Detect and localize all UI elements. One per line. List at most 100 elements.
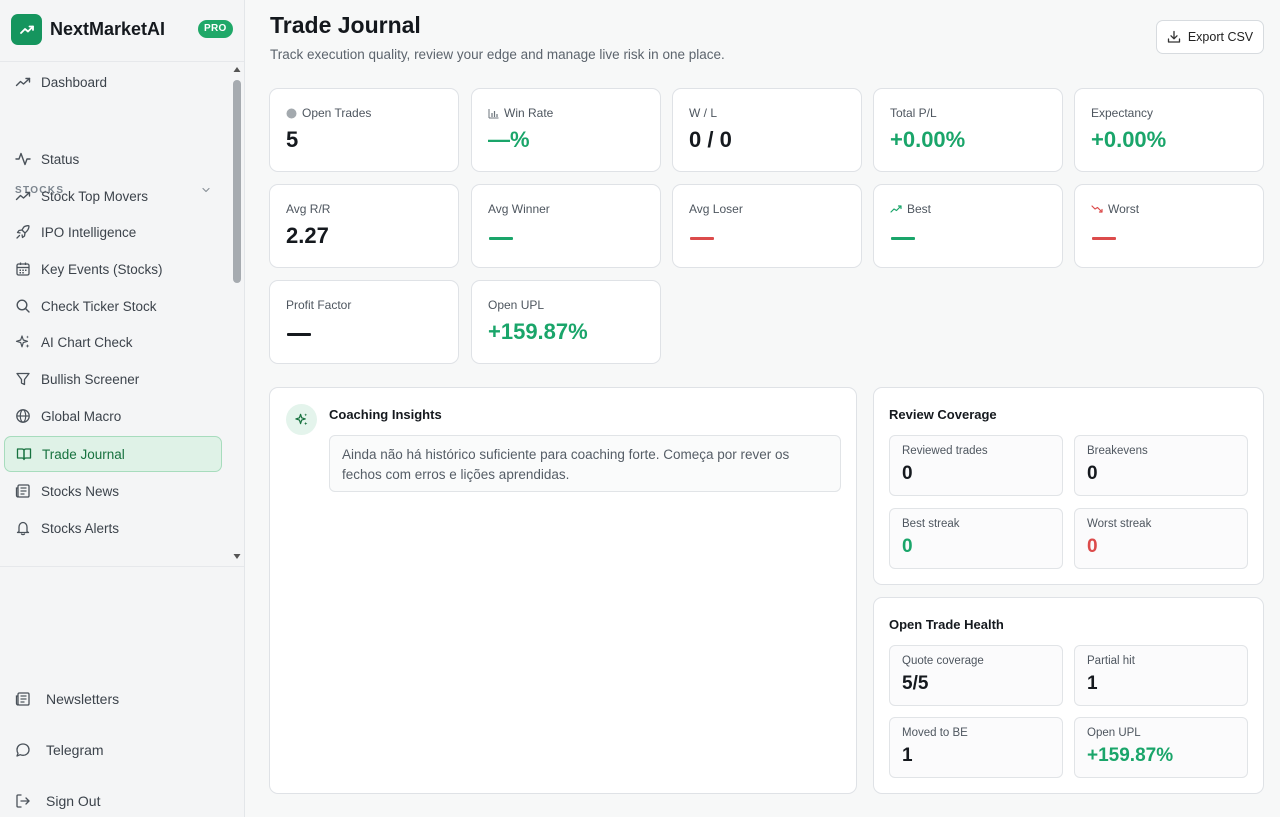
metric-card-worst: Worst bbox=[1074, 184, 1264, 268]
sidebar-item-key-events[interactable]: Key Events (Stocks) bbox=[4, 252, 222, 286]
download-icon bbox=[1167, 30, 1181, 44]
sidebar-item-label: AI Chart Check bbox=[41, 334, 133, 350]
stat-open-upl: Open UPL +159.87% bbox=[1074, 717, 1248, 778]
metric-label: Avg Loser bbox=[689, 202, 743, 216]
metric-card-best: Best bbox=[873, 184, 1063, 268]
sidebar-item-check-ticker-stock[interactable]: Check Ticker Stock bbox=[4, 289, 222, 323]
sidebar-item-label: Stock Top Movers bbox=[41, 188, 149, 204]
bell-icon bbox=[15, 520, 31, 536]
metric-label: W / L bbox=[689, 106, 718, 120]
scroll-down-arrow-icon[interactable] bbox=[233, 553, 241, 560]
review-coverage-panel: Review Coverage Reviewed trades 0 Breake… bbox=[873, 387, 1264, 585]
metric-value: +159.87% bbox=[488, 319, 588, 344]
sidebar-nav: Dashboard STOCKS Status Stock Top Movers… bbox=[0, 63, 230, 566]
metric-label: Open UPL bbox=[488, 298, 545, 312]
trending-down-icon bbox=[1091, 204, 1103, 214]
page-title: Trade Journal bbox=[270, 12, 421, 38]
metric-card-expectancy: Expectancy +0.00% bbox=[1074, 88, 1264, 172]
stat-label: Partial hit bbox=[1087, 655, 1135, 667]
metric-value: 2.27 bbox=[286, 223, 329, 248]
scroll-up-arrow-icon[interactable] bbox=[233, 66, 241, 73]
stat-best-streak: Best streak 0 bbox=[889, 508, 1063, 569]
sidebar-item-label: Bullish Screener bbox=[41, 371, 140, 387]
stat-breakevens: Breakevens 0 bbox=[1074, 435, 1248, 496]
metric-label: Expectancy bbox=[1091, 106, 1154, 120]
metric-card-win-rate: Win Rate —% bbox=[471, 88, 661, 172]
rocket-icon bbox=[15, 224, 31, 240]
sidebar-item-stock-top-movers[interactable]: Stock Top Movers bbox=[4, 179, 222, 213]
export-csv-button[interactable]: Export CSV bbox=[1156, 20, 1264, 54]
sidebar-item-ai-chart-check[interactable]: AI Chart Check bbox=[4, 325, 222, 359]
open-trade-health-panel: Open Trade Health Quote coverage 5/5 Par… bbox=[873, 597, 1264, 794]
export-csv-label: Export CSV bbox=[1187, 30, 1254, 44]
sidebar-item-stocks-alerts[interactable]: Stocks Alerts bbox=[4, 511, 222, 545]
sidebar-scrollbar[interactable] bbox=[230, 63, 244, 566]
stat-quote-coverage: Quote coverage 5/5 bbox=[889, 645, 1063, 706]
empty-value-dash bbox=[1092, 237, 1116, 240]
metric-value: 0 / 0 bbox=[689, 127, 732, 152]
brand-header: NextMarketAI PRO bbox=[0, 0, 244, 62]
sparkles-icon bbox=[286, 404, 317, 435]
stat-label: Open UPL bbox=[1087, 727, 1141, 739]
trending-up-icon bbox=[15, 188, 31, 204]
metric-card-win-loss: W / L 0 / 0 bbox=[672, 88, 862, 172]
empty-value-dash bbox=[891, 237, 915, 240]
coaching-insights-panel: Coaching Insights Ainda não há histórico… bbox=[269, 387, 857, 794]
empty-value-dash bbox=[489, 237, 513, 240]
metric-value: +0.00% bbox=[1091, 127, 1167, 152]
sidebar-item-label: Stocks Alerts bbox=[41, 520, 120, 536]
metric-label: Open Trades bbox=[302, 106, 372, 120]
status-dot-icon bbox=[286, 108, 297, 119]
sidebar-item-telegram[interactable]: Telegram bbox=[14, 738, 104, 762]
sidebar-item-label: Newsletters bbox=[46, 691, 120, 707]
pro-badge: PRO bbox=[198, 20, 233, 38]
chevron-down-icon bbox=[201, 185, 211, 195]
metric-label: Best bbox=[907, 202, 932, 216]
sidebar-item-bullish-screener[interactable]: Bullish Screener bbox=[4, 362, 222, 396]
stat-label: Worst streak bbox=[1087, 518, 1152, 530]
divider bbox=[0, 566, 244, 567]
stat-worst-streak: Worst streak 0 bbox=[1074, 508, 1248, 569]
stat-label: Breakevens bbox=[1087, 445, 1148, 457]
sidebar-item-status[interactable]: Status bbox=[4, 142, 222, 176]
scrollbar-thumb[interactable] bbox=[233, 80, 241, 283]
stat-reviewed-trades: Reviewed trades 0 bbox=[889, 435, 1063, 496]
search-icon bbox=[15, 298, 31, 314]
stat-label: Reviewed trades bbox=[902, 445, 988, 457]
page-subtitle: Track execution quality, review your edg… bbox=[270, 47, 725, 62]
newspaper-icon bbox=[14, 690, 32, 708]
metric-label: Win Rate bbox=[504, 106, 554, 120]
sidebar-item-dashboard[interactable]: Dashboard bbox=[4, 65, 222, 99]
coaching-insights-title: Coaching Insights bbox=[329, 407, 442, 422]
trending-up-icon bbox=[15, 74, 31, 90]
bar-chart-icon bbox=[488, 108, 499, 119]
sidebar-item-sign-out[interactable]: Sign Out bbox=[14, 789, 100, 813]
sidebar-item-ipo-intelligence[interactable]: IPO Intelligence bbox=[4, 215, 222, 249]
sidebar-item-stocks-news[interactable]: Stocks News bbox=[4, 474, 222, 508]
sidebar-item-label: Check Ticker Stock bbox=[41, 298, 157, 314]
sidebar-item-label: Status bbox=[41, 151, 80, 167]
stat-label: Moved to BE bbox=[902, 727, 968, 739]
sidebar-item-trade-journal[interactable]: Trade Journal bbox=[4, 436, 222, 472]
globe-icon bbox=[15, 408, 31, 424]
stat-partial-hit: Partial hit 1 bbox=[1074, 645, 1248, 706]
sidebar-item-global-macro[interactable]: Global Macro bbox=[4, 399, 222, 433]
sidebar: NextMarketAI PRO Dashboard STOCKS Status… bbox=[0, 0, 245, 817]
sidebar-item-label: Key Events (Stocks) bbox=[41, 261, 163, 277]
brand-name[interactable]: NextMarketAI bbox=[50, 19, 166, 39]
metric-label: Avg R/R bbox=[286, 202, 331, 216]
coaching-message: Ainda não há histórico suficiente para c… bbox=[329, 435, 841, 492]
logo-trending-up-icon[interactable] bbox=[11, 14, 42, 45]
nav-section-stocks[interactable]: STOCKS bbox=[15, 185, 215, 199]
sidebar-item-label: IPO Intelligence bbox=[41, 224, 137, 240]
metric-label: Total P/L bbox=[890, 106, 937, 120]
metric-label: Worst bbox=[1108, 202, 1140, 216]
sidebar-item-label: Global Macro bbox=[41, 408, 122, 424]
metric-card-avg-rr: Avg R/R 2.27 bbox=[269, 184, 459, 268]
open-trade-health-title: Open Trade Health bbox=[889, 617, 1004, 632]
metric-label: Avg Winner bbox=[488, 202, 550, 216]
sidebar-item-label: Trade Journal bbox=[42, 446, 125, 462]
logout-icon bbox=[14, 792, 32, 810]
newspaper-icon bbox=[15, 483, 31, 499]
sidebar-item-newsletters[interactable]: Newsletters bbox=[14, 687, 119, 711]
